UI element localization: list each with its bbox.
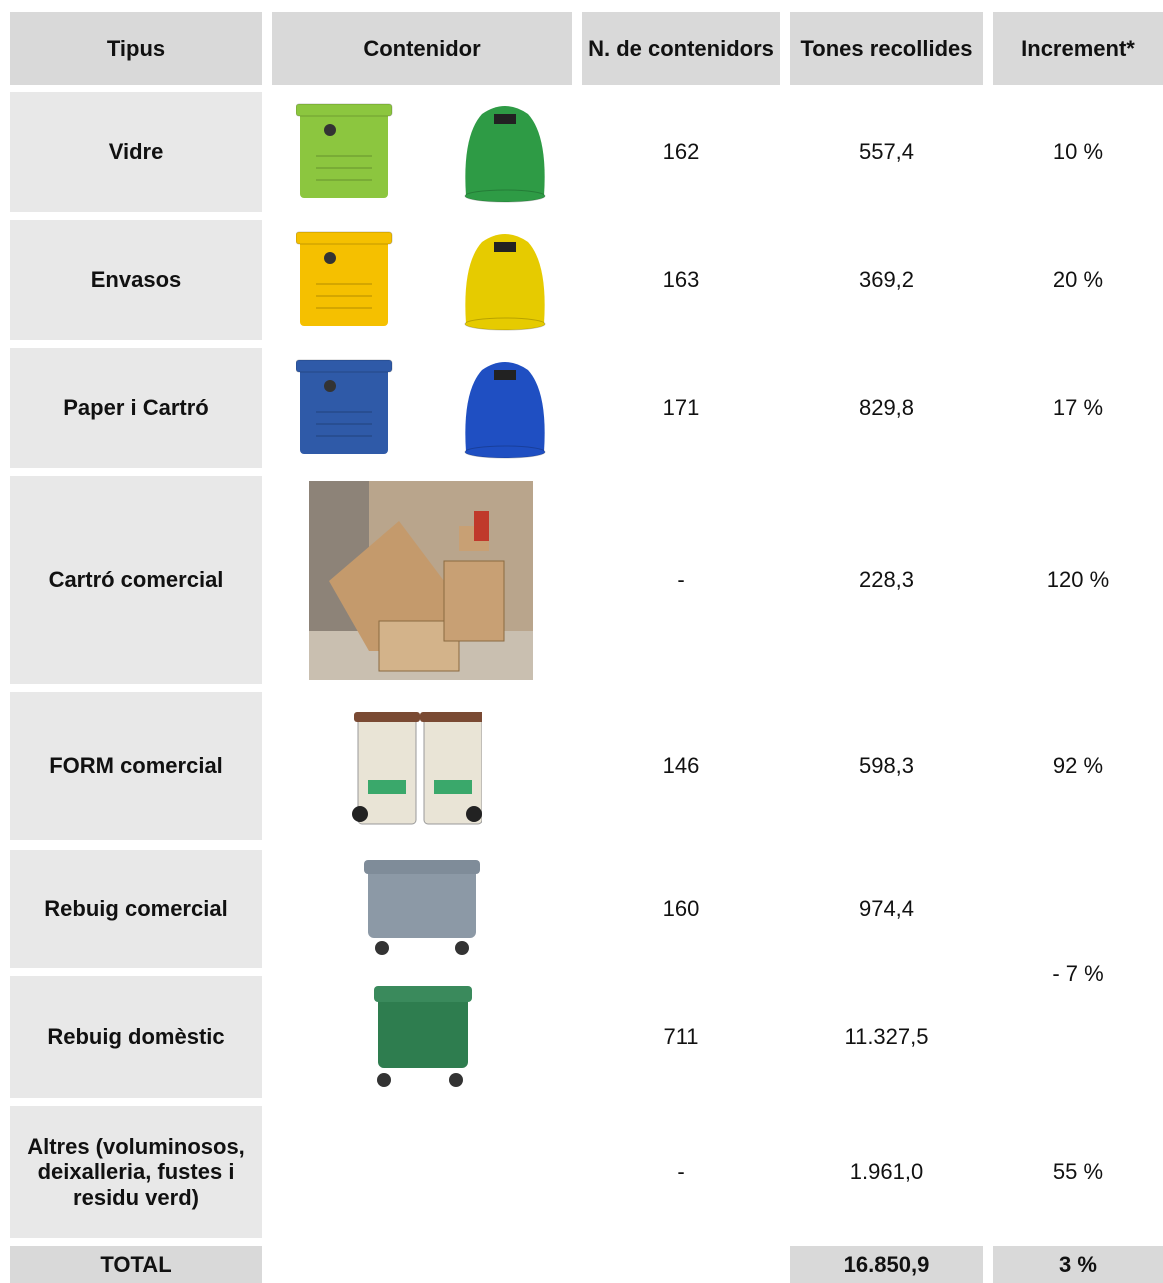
count-cell: 146 <box>662 753 700 779</box>
tonnes-cell: 598,3 <box>858 753 915 779</box>
increment-cell: 20 % <box>1052 267 1104 293</box>
increment-cell: - 7 % <box>1052 961 1104 987</box>
count-cell: - <box>677 1159 685 1185</box>
increment-cell: 10 % <box>1052 139 1104 165</box>
container-image <box>296 103 393 198</box>
container-image <box>464 362 546 459</box>
count-cell: 163 <box>662 267 700 293</box>
total-label: TOTAL <box>10 1246 262 1283</box>
type-cell: Paper i Cartró <box>10 348 262 468</box>
container-image <box>296 359 393 454</box>
count-cell: - <box>677 567 685 593</box>
count-cell: 711 <box>663 1024 699 1050</box>
header-cell: N. de contenidors <box>582 12 780 85</box>
type-cell: Rebuig comercial <box>10 850 262 968</box>
tonnes-cell: 228,3 <box>858 567 915 593</box>
type-cell: Altres (voluminosos, deixalleria, fustes… <box>10 1106 262 1238</box>
header-cell: Contenidor <box>272 12 572 85</box>
container-image <box>374 986 472 1087</box>
container-image <box>464 106 546 203</box>
increment-cell: 55 % <box>1052 1159 1104 1185</box>
container-image <box>309 481 533 680</box>
tonnes-cell: 829,8 <box>858 395 915 421</box>
tonnes-cell: 974,4 <box>858 896 915 922</box>
container-image <box>464 234 546 331</box>
increment-cell: 120 % <box>1046 567 1110 593</box>
container-image <box>296 231 393 326</box>
total-tonnes: 16.850,9 <box>790 1246 983 1283</box>
count-cell: 160 <box>662 896 700 922</box>
tonnes-cell: 369,2 <box>858 267 915 293</box>
container-image <box>364 860 480 955</box>
container-image <box>352 712 482 825</box>
tonnes-cell: 557,4 <box>858 139 915 165</box>
count-cell: 171 <box>662 395 700 421</box>
count-cell: 162 <box>662 139 700 165</box>
type-cell: Vidre <box>10 92 262 212</box>
type-cell: Cartró comercial <box>10 476 262 684</box>
increment-cell: 92 % <box>1052 753 1104 779</box>
header-cell: Increment* <box>993 12 1163 85</box>
type-cell: FORM comercial <box>10 692 262 840</box>
total-increment: 3 % <box>993 1246 1163 1283</box>
tonnes-cell: 11.327,5 <box>844 1024 929 1050</box>
header-cell: Tipus <box>10 12 262 85</box>
type-cell: Rebuig domèstic <box>10 976 262 1098</box>
type-cell: Envasos <box>10 220 262 340</box>
increment-cell: 17 % <box>1052 395 1104 421</box>
tonnes-cell: 1.961,0 <box>849 1159 924 1185</box>
header-cell: Tones recollides <box>790 12 983 85</box>
